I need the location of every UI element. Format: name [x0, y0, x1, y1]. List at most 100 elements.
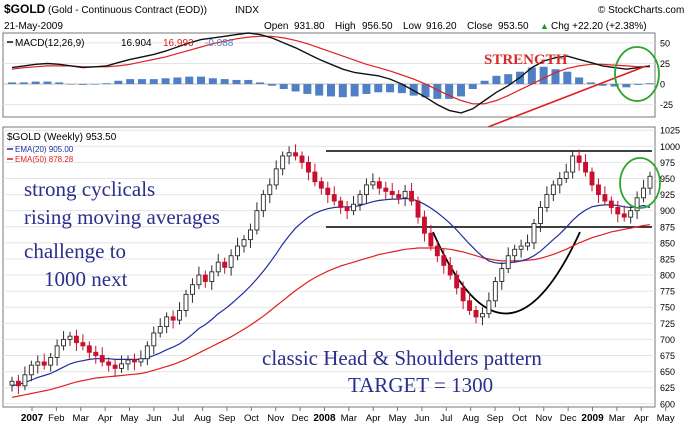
candle-body — [628, 210, 634, 218]
candle-body — [447, 264, 453, 276]
macd-histogram-bar — [303, 84, 312, 94]
candle-body — [370, 181, 376, 186]
price-y-tick: 625 — [660, 383, 675, 393]
macd-y-tick: 0 — [660, 80, 665, 90]
candle-body — [331, 194, 337, 202]
price-y-tick: 850 — [660, 238, 675, 248]
candle-body — [189, 284, 195, 295]
macd-histogram-bar — [586, 82, 595, 85]
macd-y-tick: -25 — [660, 100, 673, 110]
macd-histogram-bar — [598, 84, 607, 86]
candle-body — [409, 190, 415, 202]
candle-body — [415, 200, 421, 218]
macd-y-tick: 25 — [660, 59, 670, 69]
candle-body — [73, 335, 79, 344]
x-axis-label: Mar — [73, 413, 89, 424]
candle-body — [525, 242, 531, 247]
header-low-label: Low — [403, 21, 422, 32]
candle-body — [550, 184, 556, 196]
macd-histogram-bar — [563, 71, 572, 85]
macd-histogram-bar — [575, 77, 584, 85]
header-chg-arrow: ▲ — [540, 21, 549, 31]
candle-body — [608, 200, 614, 208]
header-low: 916.20 — [426, 21, 457, 32]
candle-body — [138, 358, 144, 363]
x-axis-label: 2009 — [581, 413, 604, 424]
macd-histogram-bar — [386, 84, 395, 93]
header-close-label: Close — [467, 21, 493, 32]
candle-body — [589, 171, 595, 186]
candle-body — [67, 335, 73, 340]
price-y-tick: 775 — [660, 287, 675, 297]
header-open: 931.80 — [294, 21, 325, 32]
macd-histogram-bar — [539, 66, 548, 85]
candle-body — [441, 255, 447, 266]
x-axis-label: Nov — [267, 413, 284, 424]
macd-histogram-bar — [161, 78, 170, 85]
candle-body — [15, 380, 21, 387]
price-y-tick: 875 — [660, 222, 675, 232]
candle-body — [260, 194, 266, 212]
candle-body — [170, 316, 176, 321]
x-axis-label: Sep — [219, 413, 236, 424]
macd-histogram-bar — [551, 69, 560, 85]
macd-histogram-bar — [527, 67, 536, 85]
macd-histogram-bar — [421, 84, 430, 98]
price-y-tick: 675 — [660, 351, 675, 361]
annotation-1000-next: 1000 next — [44, 267, 128, 291]
macd-histogram-bar — [149, 79, 158, 85]
strength-annotation: STRENGTH — [484, 52, 568, 68]
x-axis-label: Oct — [244, 413, 259, 424]
candle-body — [9, 380, 15, 386]
candle-body — [499, 268, 505, 282]
candle-body — [389, 190, 395, 196]
header-high: 956.50 — [362, 21, 393, 32]
candle-body — [202, 274, 208, 282]
candle-body — [125, 359, 131, 365]
price-legend-main: $GOLD (Weekly) 953.50 — [7, 132, 117, 143]
candle-body — [505, 255, 511, 270]
candle-body — [434, 245, 440, 257]
macd-histogram-bar — [327, 84, 335, 97]
price-y-tick: 750 — [660, 303, 675, 313]
candle-body — [486, 300, 492, 315]
ema50-line — [11, 224, 651, 398]
x-axis-label: Dec — [560, 413, 577, 424]
price-y-tick: 900 — [660, 206, 675, 216]
candle-body — [357, 194, 363, 205]
candle-body — [479, 313, 485, 318]
price-candles — [9, 144, 653, 395]
candle-body — [228, 255, 234, 268]
macd-histogram-bar — [291, 84, 300, 92]
candle-body — [247, 229, 253, 241]
candle-body — [151, 332, 157, 347]
annotation-head-shoulders: classic Head & Shoulders pattern — [262, 346, 542, 370]
macd-histogram-bar — [19, 82, 28, 85]
macd-legend-value1: 16.904 — [121, 38, 152, 49]
x-axis-label: Mar — [341, 413, 357, 424]
candle-body — [383, 187, 389, 192]
x-axis-label: 2007 — [21, 413, 44, 424]
candle-body — [338, 200, 344, 208]
header-name: (Gold - Continuous Contract (EOD)) — [48, 5, 207, 16]
macd-histogram-bar — [55, 82, 64, 85]
candle-body — [254, 210, 260, 231]
candle-body — [402, 190, 408, 199]
macd-histogram-bar — [67, 84, 76, 85]
price-y-tick: 950 — [660, 174, 675, 184]
price-panel-frame — [2, 126, 656, 408]
candle-body — [460, 287, 466, 302]
macd-histogram-bar — [397, 84, 406, 94]
macd-histogram-bar — [220, 79, 229, 85]
price-y-tick: 1000 — [660, 142, 680, 152]
x-axis-label: Jul — [440, 413, 452, 424]
macd-histogram-bar — [504, 74, 513, 85]
candle-body — [363, 184, 369, 196]
macd-histogram-bar — [173, 77, 182, 85]
macd-histogram-bar — [445, 84, 454, 99]
x-axis-label: Aug — [462, 413, 479, 424]
macd-histogram-bar — [8, 82, 16, 85]
candle-body — [473, 309, 479, 318]
candle-body — [583, 161, 589, 173]
